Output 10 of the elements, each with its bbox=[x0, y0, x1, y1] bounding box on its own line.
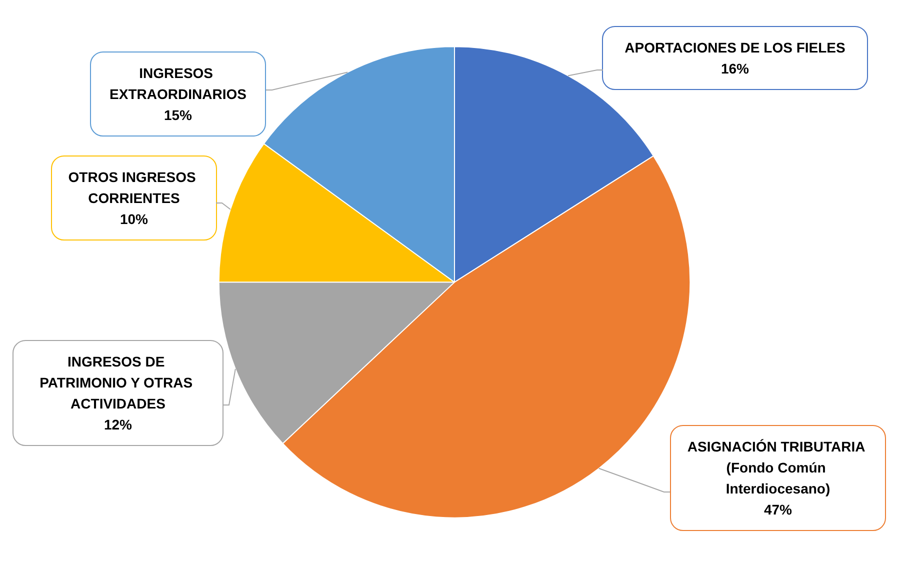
data-label: 47% bbox=[764, 502, 793, 518]
slice-label: ASIGNACIÓN TRIBUTARIA (Fondo Común Interdiocesano) bbox=[687, 438, 869, 496]
data-label: 10% bbox=[120, 211, 149, 227]
data-label: 16% bbox=[720, 60, 750, 76]
data-label: 15% bbox=[164, 107, 193, 123]
data-label: 12% bbox=[104, 416, 133, 432]
slice-label: INGRESOS DE PATRIMONIO Y OTRAS ACTIVIDADES bbox=[40, 354, 196, 412]
slice-label: OTROS INGRESOS CORRIENTES bbox=[68, 169, 200, 206]
slice-label: INGRESOS EXTRAORDINARIOS bbox=[110, 65, 246, 102]
slice-label: APORTACIONES DE LOS FIELES bbox=[624, 40, 846, 56]
